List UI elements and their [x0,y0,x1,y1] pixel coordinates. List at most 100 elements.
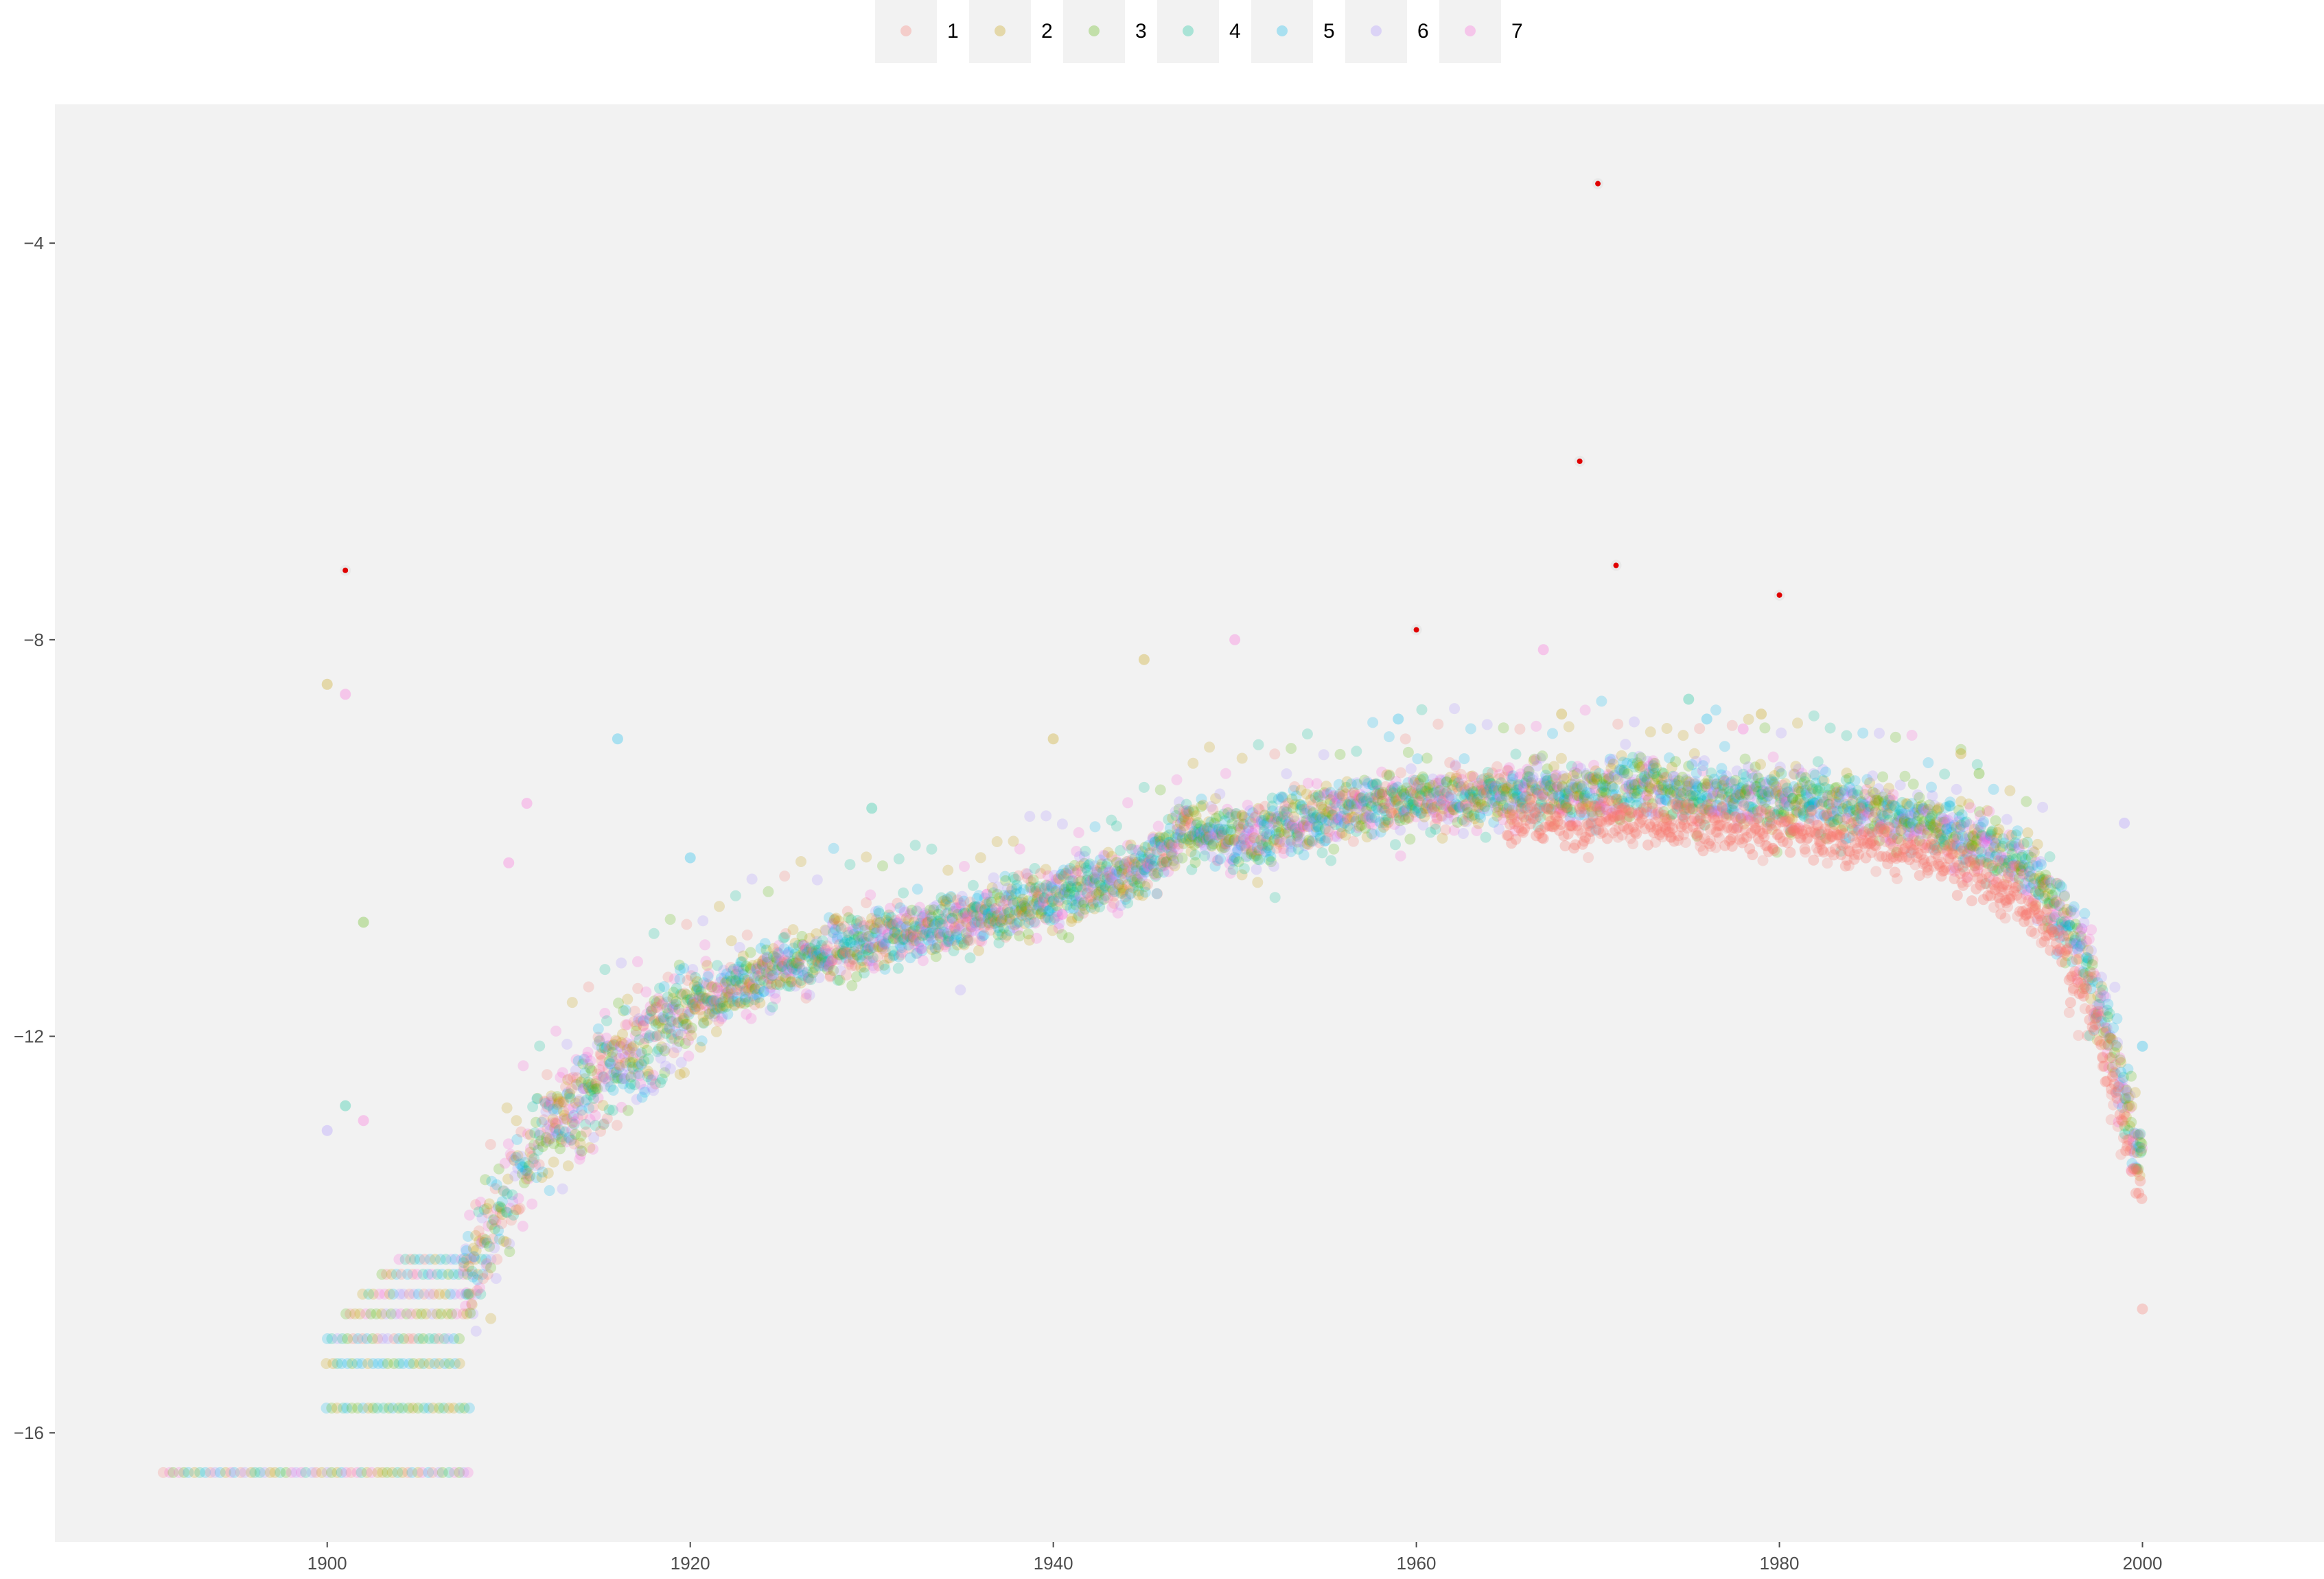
data-point [439,1333,450,1344]
data-point [783,965,795,977]
data-point [638,1019,649,1031]
data-point [887,919,899,930]
data-point [392,1466,404,1478]
data-point [555,1098,566,1110]
data-point [361,1333,373,1344]
data-point [465,1298,477,1309]
data-point [461,1269,473,1280]
data-point [891,917,903,929]
data-point [674,964,686,976]
data-point [1001,894,1013,906]
data-point [1006,890,1017,901]
data-point [532,1092,543,1104]
data-point [476,1212,488,1224]
data-point [629,1005,640,1017]
data-point [763,978,774,989]
data-point [962,910,973,921]
data-point [577,1058,589,1070]
data-point [739,973,750,984]
data-point [564,1088,576,1100]
data-point [367,1289,379,1300]
data-point [518,1177,530,1188]
data-point [876,943,888,955]
data-point [376,1269,388,1280]
data-point [986,910,997,921]
data-point [995,906,1007,918]
data-point [671,982,682,994]
data-point [694,990,705,1001]
data-point [2135,1128,2146,1140]
data-point [841,969,852,981]
data-point [911,947,922,959]
data-point [703,979,714,991]
data-point [372,1466,384,1478]
data-point [931,899,942,911]
data-point [483,1220,494,1232]
data-point [905,926,916,938]
data-point [917,912,929,923]
data-point [774,977,786,989]
data-point [686,1001,697,1013]
data-point [754,963,766,975]
data-point [357,1333,369,1344]
data-point [802,972,814,983]
data-point [839,946,851,958]
data-point [340,1308,352,1319]
data-point [728,963,739,975]
data-point [712,994,724,1006]
data-point [919,929,931,941]
data-point [1395,825,1406,836]
legend-label-1: 1 [947,20,959,43]
data-point [851,971,863,982]
data-point [930,951,942,963]
data-point [828,927,839,938]
data-point [791,976,802,988]
data-point [618,1072,630,1084]
data-point [771,964,783,976]
data-point [852,922,864,934]
data-point [964,896,976,908]
data-point [701,1015,713,1026]
data-point [929,918,940,930]
data-point [1002,903,1013,915]
data-point [650,1002,662,1013]
data-point [778,943,790,954]
data-point [1151,888,1163,899]
data-point [570,1129,581,1140]
data-point [949,921,961,932]
data-point [542,1123,553,1135]
data-point [730,974,742,986]
data-point [699,993,710,1004]
data-point [800,992,812,1004]
data-point [504,1238,515,1249]
data-point [743,984,754,996]
data-point [792,967,804,979]
data-point [982,908,994,919]
data-point [813,952,824,964]
data-point [963,904,975,916]
data-point [861,955,873,967]
data-point [652,1002,663,1014]
data-point [678,1020,690,1032]
data-point [761,951,773,963]
data-point [901,921,912,932]
data-point [453,1269,465,1280]
data-point [1769,844,1780,856]
data-point [674,1068,686,1080]
data-point [893,951,905,963]
data-point [189,1466,200,1478]
data-point [771,952,782,964]
data-point [760,956,771,968]
data-point [561,1088,573,1100]
data-point [645,1006,657,1017]
data-point [915,917,927,929]
data-point [911,921,922,932]
data-point [616,1073,627,1085]
legend-swatch-3 [1089,25,1100,36]
data-point [619,1051,631,1063]
data-point [756,968,768,980]
data-point [951,925,962,936]
data-point [757,960,769,971]
data-point [1642,839,1654,851]
